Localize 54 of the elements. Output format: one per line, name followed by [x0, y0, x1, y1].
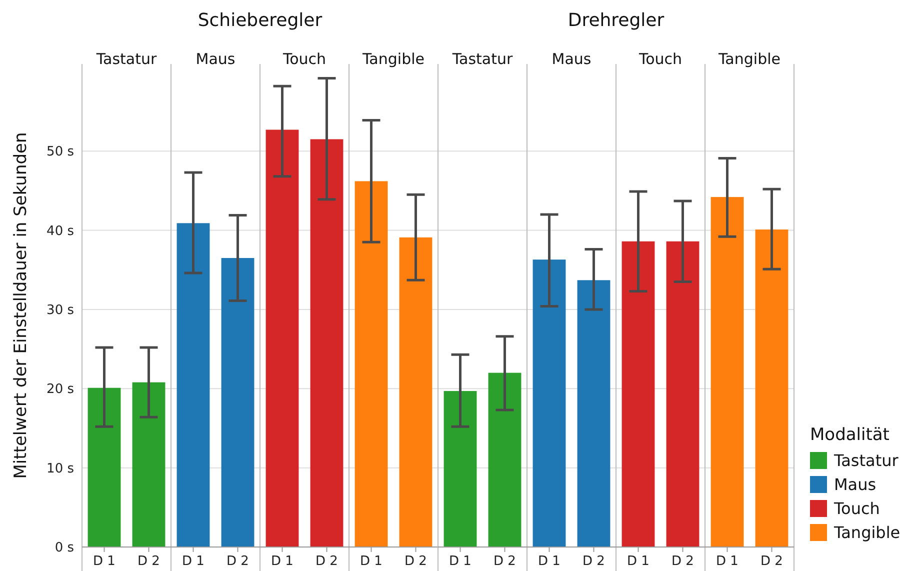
y-tick-label: 10 s	[46, 461, 74, 476]
bar	[622, 241, 655, 547]
bar	[666, 241, 700, 547]
chart-title: Drehregler	[568, 10, 665, 31]
legend-title: Modalität	[810, 425, 890, 445]
x-tick-label: D 2	[760, 554, 783, 569]
bar	[132, 382, 166, 547]
x-tick-label: D 2	[494, 554, 516, 569]
bar	[354, 181, 388, 547]
bar	[710, 197, 744, 547]
x-tick-label: D 1	[538, 554, 560, 569]
x-tick-label: D 1	[271, 554, 294, 569]
annotation: Tastatur	[451, 50, 514, 68]
bar	[755, 229, 788, 547]
bar	[88, 388, 121, 547]
annotation: Tangible	[362, 50, 424, 68]
x-tick-label: D 2	[316, 554, 338, 569]
y-axis-title: Mittelwert der Einstelldauer in Sekunden	[11, 132, 31, 479]
chart-title: Schieberegler	[198, 10, 323, 31]
y-tick-label: 0 s	[54, 540, 74, 556]
x-tick-label: D 1	[627, 554, 650, 569]
bar	[532, 260, 566, 547]
x-tick-label: D 2	[226, 554, 249, 569]
annotation: Touch	[638, 50, 682, 68]
bar	[176, 223, 210, 547]
annotation: Touch	[282, 50, 326, 68]
x-tick-label: D 2	[138, 554, 160, 569]
legend-label: Tangible	[833, 523, 900, 542]
legend-label: Touch	[833, 499, 880, 518]
x-tick-label: D 1	[449, 554, 472, 569]
legend-label: Tastatur	[833, 451, 899, 470]
legend-label: Maus	[834, 475, 876, 494]
x-tick-label: D 1	[182, 554, 204, 569]
bar	[444, 391, 477, 547]
x-tick-label: D 2	[404, 554, 427, 569]
x-tick-label: D 1	[360, 554, 382, 569]
y-tick-label: 40 s	[46, 224, 74, 239]
annotation: Maus	[552, 50, 592, 68]
y-tick-label: 50 s	[46, 144, 74, 160]
annotation: Tastatur	[95, 50, 158, 68]
x-tick-label: D 2	[672, 554, 694, 569]
bar	[577, 280, 610, 547]
bar	[399, 237, 432, 547]
bar	[310, 139, 344, 547]
bar	[488, 372, 522, 547]
x-tick-label: D 2	[582, 554, 605, 569]
y-tick-label: 20 s	[46, 382, 74, 398]
x-tick-label: D 1	[716, 554, 738, 569]
annotation: Tangible	[718, 50, 780, 68]
x-tick-label: D 1	[93, 554, 116, 569]
annotation: Maus	[196, 50, 236, 68]
bar	[266, 130, 299, 547]
bar	[221, 258, 254, 547]
y-tick-label: 30 s	[46, 303, 74, 318]
